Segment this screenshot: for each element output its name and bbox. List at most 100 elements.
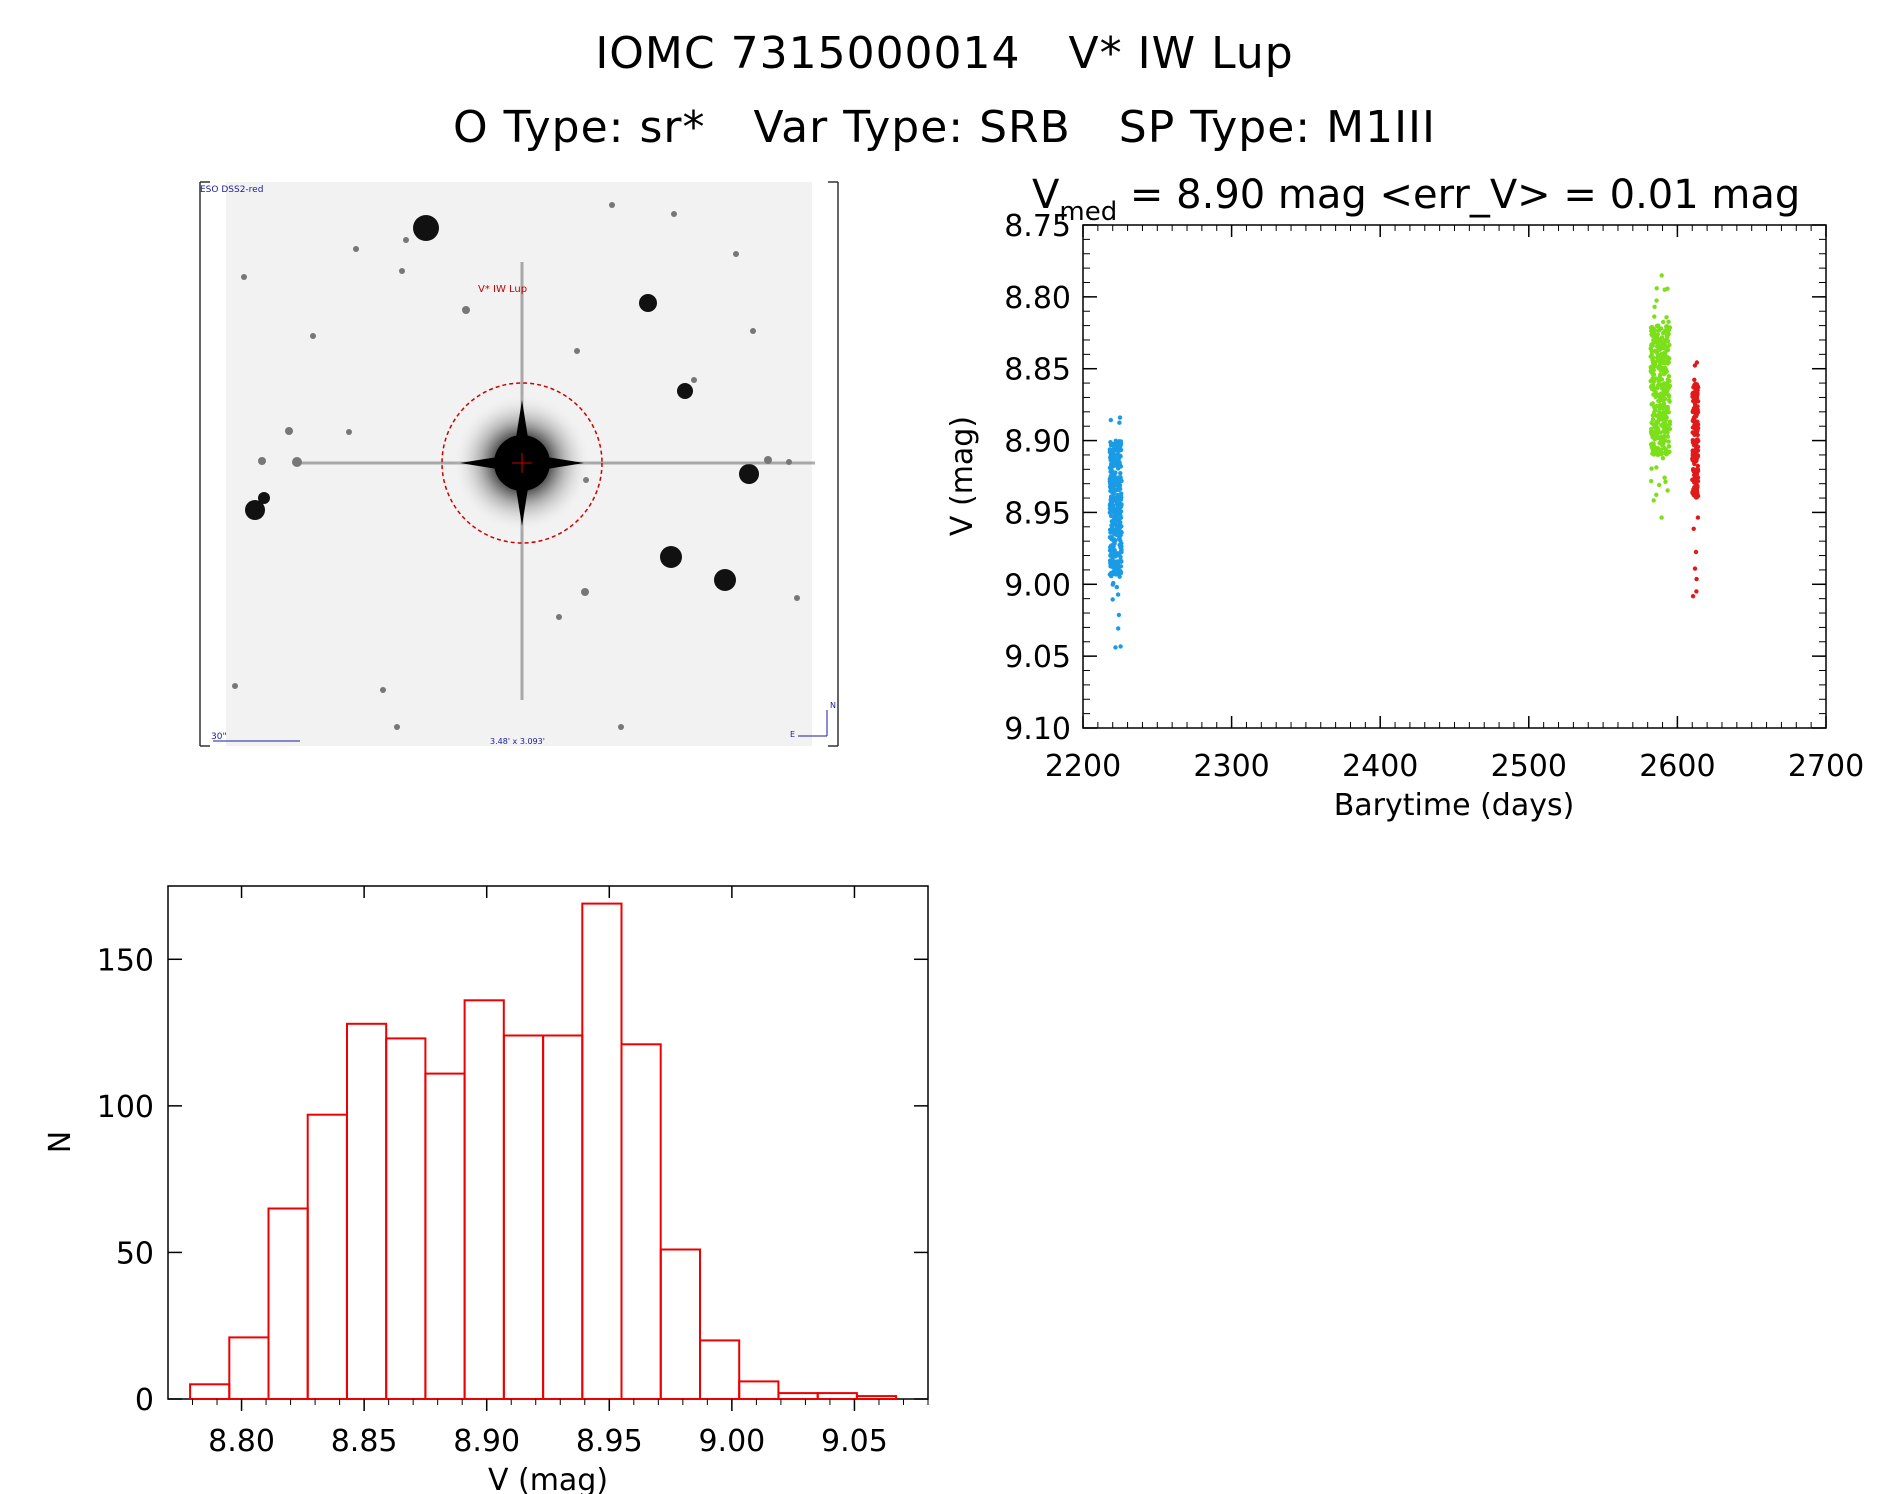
lc-point [1667, 399, 1672, 404]
lc-point [1118, 554, 1123, 560]
lc-point [1115, 559, 1120, 564]
lc-point [1657, 392, 1662, 397]
lc-point [1692, 461, 1697, 467]
lc-point [1665, 347, 1671, 353]
lc-point [1695, 468, 1701, 474]
lc-point [1653, 390, 1659, 395]
lc-point [1118, 570, 1124, 576]
lc-point [1657, 398, 1662, 403]
field-star [285, 427, 293, 435]
lc-point [1649, 349, 1655, 354]
lc-point [1116, 626, 1121, 631]
lc-point [1666, 439, 1671, 444]
lc-point [1118, 442, 1124, 447]
lc-point [1650, 413, 1656, 418]
hist-bar [189, 1383, 231, 1401]
lc-point [1693, 381, 1698, 387]
hist-bar [659, 1248, 701, 1400]
lc-point [1649, 466, 1654, 471]
hist-x-label: V (mag) [488, 1463, 608, 1494]
lc-point [1663, 479, 1668, 484]
hist-bar [267, 1207, 309, 1400]
target-label: V* IW Lup [478, 284, 527, 295]
lc-point [1653, 376, 1658, 381]
lc-point [1694, 437, 1699, 443]
lc-x-label: Barytime (days) [1334, 788, 1575, 823]
lc-point [1658, 326, 1663, 331]
lc-point [1693, 414, 1699, 419]
lc-point [1655, 383, 1661, 388]
lc-point [1666, 426, 1671, 431]
field-star [660, 546, 682, 568]
lc-point [1114, 563, 1119, 568]
lc-point [1654, 298, 1659, 303]
field-star [241, 274, 247, 280]
field-star [618, 724, 624, 730]
lc-point [1108, 501, 1113, 506]
star-field [232, 202, 800, 730]
north-label: N [830, 701, 836, 710]
lc-point [1694, 589, 1699, 594]
star-id: IOMC 7315000014 [595, 28, 1021, 79]
lc-point [1666, 374, 1672, 379]
lc-y-tick-label: 8.80 [1004, 281, 1071, 316]
lc-point [1655, 427, 1661, 432]
lc-point [1652, 405, 1657, 410]
lc-point [1658, 430, 1663, 435]
hist-bar [542, 1034, 584, 1400]
lc-point [1657, 482, 1662, 488]
lc-point [1661, 319, 1666, 325]
lc-point [1649, 445, 1655, 450]
lc-point [1650, 368, 1655, 374]
hist-y-tick-label: 150 [97, 943, 154, 978]
field-star [380, 687, 386, 693]
hist-bar [816, 1392, 858, 1400]
lc-point [1659, 439, 1664, 444]
lc-point [1108, 494, 1114, 499]
lc-point [1111, 558, 1116, 564]
hist-y-axis: 0 50 100 150 [97, 943, 928, 1418]
lc-point [1657, 374, 1663, 379]
lc-point [1117, 536, 1122, 542]
hist-x-tick-label: 8.80 [208, 1424, 275, 1459]
lc-point [1654, 465, 1659, 470]
lc-y-label: V (mag) [945, 416, 980, 536]
lc-point [1663, 396, 1668, 402]
lc-point [1649, 478, 1654, 484]
lc-point [1111, 509, 1116, 515]
lc-plot-area [1082, 224, 1827, 729]
lc-point [1118, 505, 1123, 510]
field-star [639, 294, 657, 312]
lc-point [1655, 447, 1661, 452]
lc-point [1695, 444, 1701, 449]
lc-point [1652, 331, 1657, 336]
lc-point [1665, 358, 1671, 363]
hist-bar [228, 1336, 270, 1401]
lc-point [1654, 286, 1659, 291]
lc-point [1652, 314, 1657, 319]
lc-point [1660, 342, 1665, 347]
lc-point [1114, 479, 1119, 485]
lc-point [1651, 327, 1657, 332]
lc-point [1692, 363, 1698, 368]
lc-point [1665, 361, 1671, 366]
lc-point [1693, 424, 1698, 429]
lc-point [1691, 526, 1696, 531]
lc-point [1110, 449, 1116, 455]
lc-point [1114, 553, 1119, 558]
lc-point [1116, 612, 1122, 618]
lc-point [1108, 530, 1113, 535]
star-name: V* IW Lup [1068, 28, 1294, 79]
lc-point [1663, 343, 1668, 349]
lc-point [1659, 273, 1664, 278]
lc-point [1665, 385, 1670, 390]
field-star [677, 383, 693, 399]
lc-point [1117, 513, 1122, 519]
lc-point [1658, 449, 1664, 455]
field-star [671, 211, 677, 217]
lc-data-points [1107, 273, 1701, 650]
lc-point [1694, 576, 1699, 582]
hist-bar [424, 1072, 466, 1400]
hist-bar [463, 999, 505, 1400]
lc-point [1651, 441, 1656, 446]
